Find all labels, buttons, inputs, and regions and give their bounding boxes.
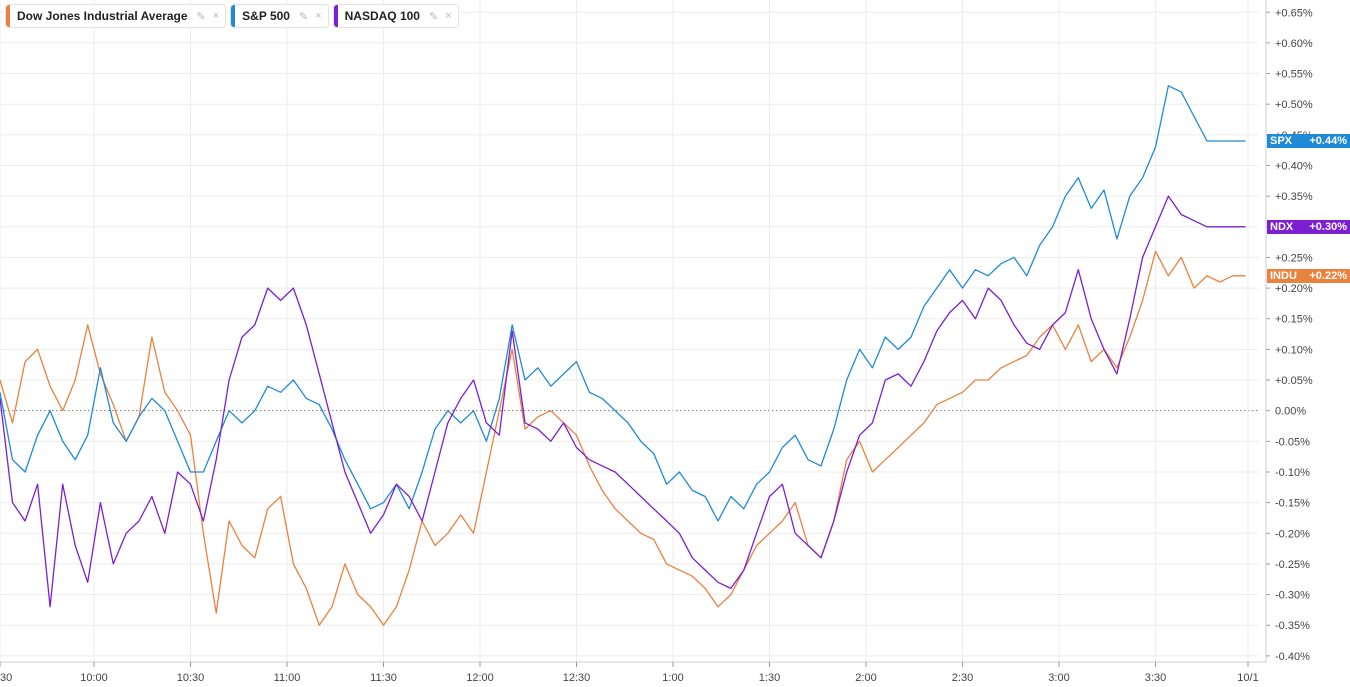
series-line-spx [0,85,1246,522]
y-tick-label: +0.50% [1275,99,1313,111]
legend-swatch [231,5,236,27]
y-axis: +0.65%+0.60%+0.55%+0.50%+0.45%+0.40%+0.3… [1265,0,1313,663]
tag-value: +0.22% [1309,269,1347,282]
y-tick-label: -0.30% [1275,590,1310,602]
x-tick-label: 3:30 [1145,672,1166,684]
close-icon[interactable]: × [212,10,220,22]
legend-item-sp500[interactable]: S&P 500 ✎ × [230,4,329,28]
x-tick-label: 2:00 [855,672,876,684]
y-tick-label: +0.25% [1275,252,1313,264]
x-axis: 30 10:00 10:30 11:00 11:30 12:00 12:30 1:00 1:30… [0,661,1266,684]
y-tick-label: -0.25% [1275,559,1310,571]
legend-swatch [6,5,10,27]
pin-icon[interactable]: ✎ [196,10,206,23]
x-tick-label: 10:00 [80,672,108,684]
tag-symbol: SPX [1270,134,1293,147]
series-line-ndx [0,195,1246,608]
legend-label: Dow Jones Industrial Average [17,9,188,23]
y-tick-label: -0.20% [1275,528,1310,540]
x-tick-label: 30 [0,672,12,684]
x-tick-label: 12:30 [563,672,591,684]
y-tick-label: +0.60% [1275,38,1313,50]
x-tick-label: 12:00 [466,672,494,684]
tag-symbol: INDU [1270,269,1297,282]
y-tick-label: -0.35% [1275,620,1310,632]
tag-value: +0.30% [1309,220,1347,233]
x-tick-label: 11:00 [274,672,301,684]
y-tick-label: +0.20% [1275,283,1313,295]
close-icon[interactable]: × [315,10,322,22]
pin-icon[interactable]: ✎ [428,10,439,23]
price-tag-spx: SPX +0.44% [1267,133,1350,148]
y-tick-label: -0.15% [1275,498,1310,510]
y-tick-label: +0.10% [1275,344,1313,356]
legend: Dow Jones Industrial Average ✎ × S&P 500… [5,4,459,28]
x-tick-label: 1:00 [662,672,683,684]
legend-label: NASDAQ 100 [344,9,420,23]
series-lines [0,85,1246,626]
y-tick-label: -0.40% [1275,651,1310,663]
x-tick-label: 2:30 [952,672,973,684]
y-tick-label: -0.10% [1275,467,1310,479]
legend-item-nasdaq[interactable]: NASDAQ 100 ✎ × [332,4,459,28]
tag-value: +0.44% [1309,134,1347,147]
y-tick-label: +0.40% [1275,161,1313,173]
legend-swatch [333,5,338,27]
tag-symbol: NDX [1270,220,1294,233]
y-tick-label: +0.35% [1275,191,1313,203]
close-icon[interactable]: × [445,10,452,22]
y-tick-label: -0.05% [1275,436,1310,448]
x-tick-label: 1:30 [759,672,780,684]
series-line-indu [0,250,1246,626]
price-tag-ndx: NDX +0.30% [1267,219,1350,234]
x-tick-label: 11:30 [370,672,397,684]
grid [0,0,1258,662]
x-tick-label: 10/1 [1237,672,1258,684]
legend-item-dow[interactable]: Dow Jones Industrial Average ✎ × [5,4,227,28]
price-tag-indu: INDU +0.22% [1267,268,1350,283]
y-tick-label: +0.55% [1275,69,1313,81]
y-tick-label: +0.05% [1275,375,1313,387]
y-tick-label: +0.65% [1275,7,1313,19]
y-tick-label: +0.15% [1275,314,1313,326]
y-tick-label: 0.00% [1275,406,1306,418]
pin-icon[interactable]: ✎ [298,10,309,23]
x-tick-label: 3:00 [1048,672,1069,684]
x-tick-label: 10:30 [177,672,205,684]
legend-label: S&P 500 [242,9,290,23]
